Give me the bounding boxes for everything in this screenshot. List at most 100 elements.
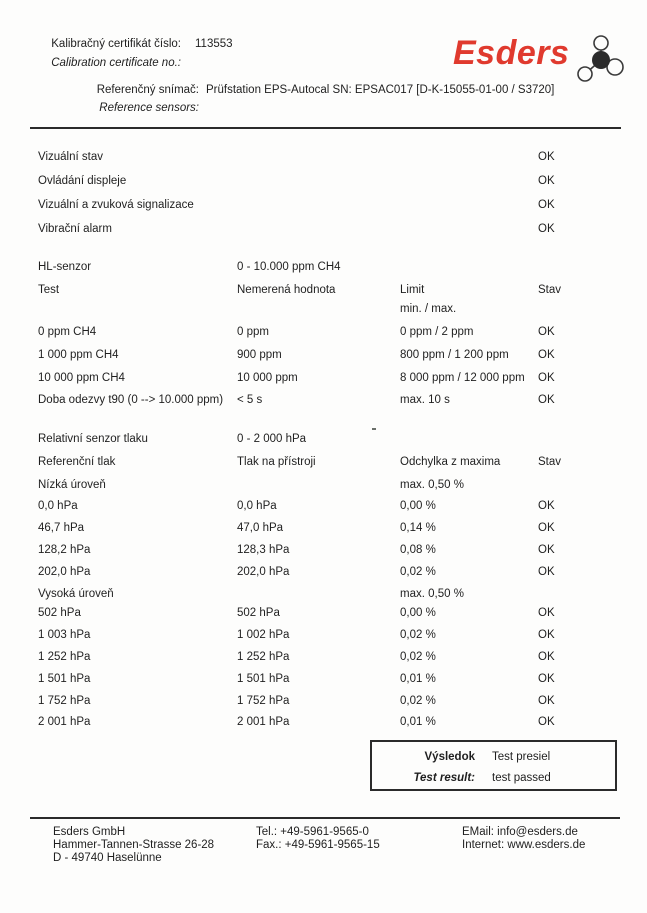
scan-artifact [372, 428, 376, 430]
pressure-status: OK [538, 673, 555, 685]
hl-limit: 800 ppm / 1 200 ppm [400, 349, 509, 361]
pressure-device: 128,3 hPa [237, 544, 290, 556]
footer-phone: Tel.: +49-5961-9565-0 Fax.: +49-5961-956… [256, 826, 380, 852]
pressure-high-level-row: Vysoká úroveň max. 0,50 % [0, 588, 647, 603]
pressure-deviation: 0,01 % [400, 673, 436, 685]
hl-limit: 0 ppm / 2 ppm [400, 326, 474, 338]
cert-number-row: Kalibračný certifikát číslo: 113553 [0, 38, 647, 53]
pressure-device: 47,0 hPa [237, 522, 284, 534]
cert-number-value: 113553 [195, 38, 233, 50]
footer-company-name: Esders GmbH [53, 826, 126, 838]
pressure-ref: 1 501 hPa [38, 673, 91, 685]
check-row: Vibrační alarm OK [0, 223, 647, 238]
footer-online: EMail: info@esders.de Internet: www.esde… [462, 826, 585, 852]
pressure-device: 502 hPa [237, 607, 280, 619]
footer-tel: Tel.: +49-5961-9565-0 [256, 826, 369, 838]
pressure-deviation: 0,02 % [400, 566, 436, 578]
pressure-status: OK [538, 566, 555, 578]
pressure-deviation: 0,00 % [400, 607, 436, 619]
pressure-ref: 1 752 hPa [38, 695, 91, 707]
hl-header-status: Stav [538, 284, 562, 296]
pressure-device: 1 002 hPa [237, 629, 290, 641]
check-row: Vizuální stav OK [0, 151, 647, 166]
hl-limit: 8 000 ppm / 12 000 ppm [400, 372, 525, 384]
ref-sensor-value: Prüfstation EPS-Autocal SN: EPSAC017 [D-… [206, 84, 555, 96]
pressure-ref: 202,0 hPa [38, 566, 91, 578]
pressure-row: 502 hPa 502 hPa 0,00 % OK [0, 607, 647, 622]
cert-number-label: Kalibračný certifikát číslo: [51, 38, 181, 50]
hl-limit: max. 10 s [400, 394, 450, 406]
pressure-status: OK [538, 522, 555, 534]
check-status: OK [538, 223, 555, 235]
header-divider [30, 127, 621, 129]
pressure-row: 0,0 hPa 0,0 hPa 0,00 % OK [0, 500, 647, 515]
pressure-deviation: 0,02 % [400, 651, 436, 663]
hl-status: OK [538, 326, 555, 338]
hl-test: 0 ppm CH4 [38, 326, 97, 338]
pressure-header-ref: Referenční tlak [38, 456, 116, 468]
result-label: Výsledok [424, 751, 476, 763]
high-level-label: Vysoká úroveň [38, 588, 114, 600]
hl-status: OK [538, 349, 555, 361]
pressure-header-device: Tlak na přístroji [237, 456, 316, 468]
footer-email: EMail: info@esders.de [462, 826, 578, 838]
result-box: Výsledok Test presiel Test result: test … [370, 740, 617, 791]
footer-website: Internet: www.esders.de [462, 839, 586, 851]
pressure-status: OK [538, 500, 555, 512]
pressure-ref: 2 001 hPa [38, 716, 91, 728]
pressure-status: OK [538, 716, 555, 728]
hl-sensor-header-row: Test Nemerená hodnota Limit Stav [0, 284, 647, 299]
check-label: Ovládání displeje [38, 175, 127, 187]
pressure-status: OK [538, 651, 555, 663]
high-level-limit: max. 0,50 % [400, 588, 464, 600]
pressure-row: 128,2 hPa 128,3 hPa 0,08 % OK [0, 544, 647, 559]
cert-number-row-en: Calibration certificate no.: [0, 57, 647, 72]
hl-header-test: Test [38, 284, 60, 296]
check-label: Vizuální a zvuková signalizace [38, 199, 194, 211]
check-label: Vibrační alarm [38, 223, 112, 235]
pressure-range: 0 - 2 000 hPa [237, 433, 307, 445]
pressure-device: 0,0 hPa [237, 500, 277, 512]
hl-measured: 900 ppm [237, 349, 282, 361]
pressure-device: 202,0 hPa [237, 566, 290, 578]
ref-sensor-row-en: Reference sensors: [0, 102, 647, 117]
pressure-header-row: Referenční tlak Tlak na přístroji Odchyl… [0, 456, 647, 471]
hl-sensor-title: HL-senzor [38, 261, 92, 273]
check-status: OK [538, 151, 555, 163]
pressure-deviation: 0,02 % [400, 695, 436, 707]
pressure-deviation: 0,00 % [400, 500, 436, 512]
pressure-deviation: 0,08 % [400, 544, 436, 556]
pressure-status: OK [538, 544, 555, 556]
pressure-status: OK [538, 695, 555, 707]
ref-sensor-label: Referenčný snímač: [96, 84, 199, 96]
pressure-device: 2 001 hPa [237, 716, 290, 728]
pressure-deviation: 0,02 % [400, 629, 436, 641]
low-level-label: Nízká úroveň [38, 479, 106, 491]
pressure-ref: 1 003 hPa [38, 629, 91, 641]
pressure-row: 1 003 hPa 1 002 hPa 0,02 % OK [0, 629, 647, 644]
pressure-low-level-row: Nízká úroveň max. 0,50 % [0, 479, 647, 494]
pressure-row: 1 752 hPa 1 752 hPa 0,02 % OK [0, 695, 647, 710]
hl-test-row: 10 000 ppm CH4 10 000 ppm 8 000 ppm / 12… [0, 372, 647, 387]
hl-status: OK [538, 372, 555, 384]
result-label-en: Test result: [413, 772, 475, 784]
pressure-header-status: Stav [538, 456, 562, 468]
pressure-status: OK [538, 629, 555, 641]
pressure-deviation: 0,14 % [400, 522, 436, 534]
hl-test: 1 000 ppm CH4 [38, 349, 119, 361]
pressure-ref: 0,0 hPa [38, 500, 78, 512]
pressure-ref: 128,2 hPa [38, 544, 91, 556]
pressure-device: 1 752 hPa [237, 695, 290, 707]
footer-divider [30, 817, 620, 819]
check-label: Vizuální stav [38, 151, 103, 163]
hl-test: 10 000 ppm CH4 [38, 372, 125, 384]
ref-sensor-label-en: Reference sensors: [99, 102, 199, 114]
result-value: Test presiel [492, 751, 551, 763]
pressure-row: 202,0 hPa 202,0 hPa 0,02 % OK [0, 566, 647, 581]
hl-test-row: Doba odezvy t90 (0 --> 10.000 ppm) < 5 s… [0, 394, 647, 409]
check-row: Vizuální a zvuková signalizace OK [0, 199, 647, 214]
pressure-device: 1 252 hPa [237, 651, 290, 663]
hl-measured: < 5 s [237, 394, 263, 406]
pressure-device: 1 501 hPa [237, 673, 290, 685]
